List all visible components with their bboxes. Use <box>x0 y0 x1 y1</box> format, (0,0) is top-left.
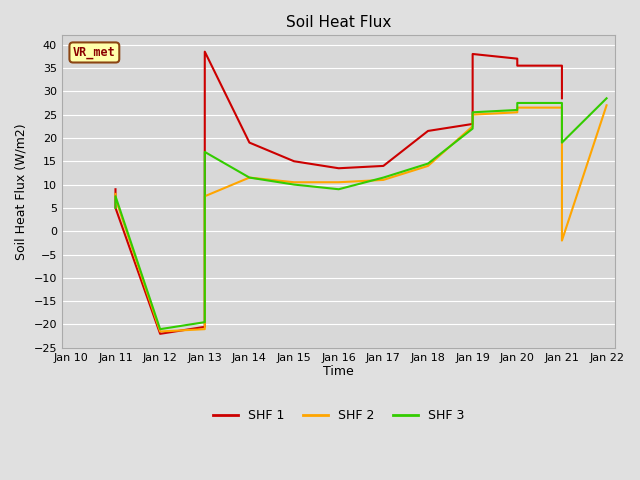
SHF 2 <box>424 163 432 169</box>
SHF 2 <box>111 191 119 197</box>
SHF 1 <box>513 56 521 61</box>
SHF 2 <box>558 238 566 243</box>
SHF 3 <box>380 175 387 180</box>
SHF 3 <box>513 107 521 113</box>
SHF 3 <box>290 182 298 188</box>
SHF 2 <box>246 175 253 180</box>
SHF 1 <box>290 158 298 164</box>
SHF 3 <box>246 175 253 180</box>
SHF 2 <box>468 123 476 129</box>
Y-axis label: Soil Heat Flux (W/m2): Soil Heat Flux (W/m2) <box>15 123 28 260</box>
SHF 1 <box>513 63 521 69</box>
SHF 3 <box>111 193 119 199</box>
SHF 2 <box>468 112 476 118</box>
SHF 3 <box>513 100 521 106</box>
SHF 1 <box>558 96 566 101</box>
SHF 2 <box>201 193 209 199</box>
SHF 3 <box>156 326 164 332</box>
SHF 1 <box>558 63 566 69</box>
SHF 2 <box>603 102 611 108</box>
SHF 1 <box>111 205 119 211</box>
SHF 3 <box>603 96 611 101</box>
SHF 3 <box>558 100 566 106</box>
SHF 1 <box>380 163 387 169</box>
SHF 2 <box>335 180 342 185</box>
Text: VR_met: VR_met <box>73 46 116 59</box>
SHF 1 <box>424 128 432 134</box>
SHF 3 <box>201 149 209 155</box>
SHF 3 <box>424 161 432 167</box>
SHF 2 <box>513 109 521 115</box>
SHF 1 <box>156 331 164 336</box>
SHF 1 <box>468 121 476 127</box>
SHF 3 <box>468 109 476 115</box>
SHF 1 <box>201 49 209 55</box>
SHF 1 <box>335 166 342 171</box>
SHF 3 <box>111 205 119 211</box>
Line: SHF 1: SHF 1 <box>115 52 562 334</box>
SHF 2 <box>290 180 298 185</box>
SHF 2 <box>558 105 566 110</box>
Legend: SHF 1, SHF 2, SHF 3: SHF 1, SHF 2, SHF 3 <box>208 404 470 427</box>
SHF 2 <box>513 105 521 110</box>
SHF 2 <box>380 177 387 183</box>
SHF 3 <box>335 186 342 192</box>
SHF 1 <box>246 140 253 145</box>
SHF 3 <box>558 140 566 145</box>
Line: SHF 3: SHF 3 <box>115 98 607 329</box>
SHF 3 <box>468 126 476 132</box>
SHF 2 <box>111 196 119 202</box>
SHF 3 <box>201 319 209 325</box>
X-axis label: Time: Time <box>323 365 354 378</box>
Line: SHF 2: SHF 2 <box>115 105 607 332</box>
Title: Soil Heat Flux: Soil Heat Flux <box>286 15 392 30</box>
SHF 2 <box>201 326 209 332</box>
SHF 1 <box>111 186 119 192</box>
SHF 1 <box>201 324 209 330</box>
SHF 1 <box>468 51 476 57</box>
SHF 2 <box>156 329 164 335</box>
